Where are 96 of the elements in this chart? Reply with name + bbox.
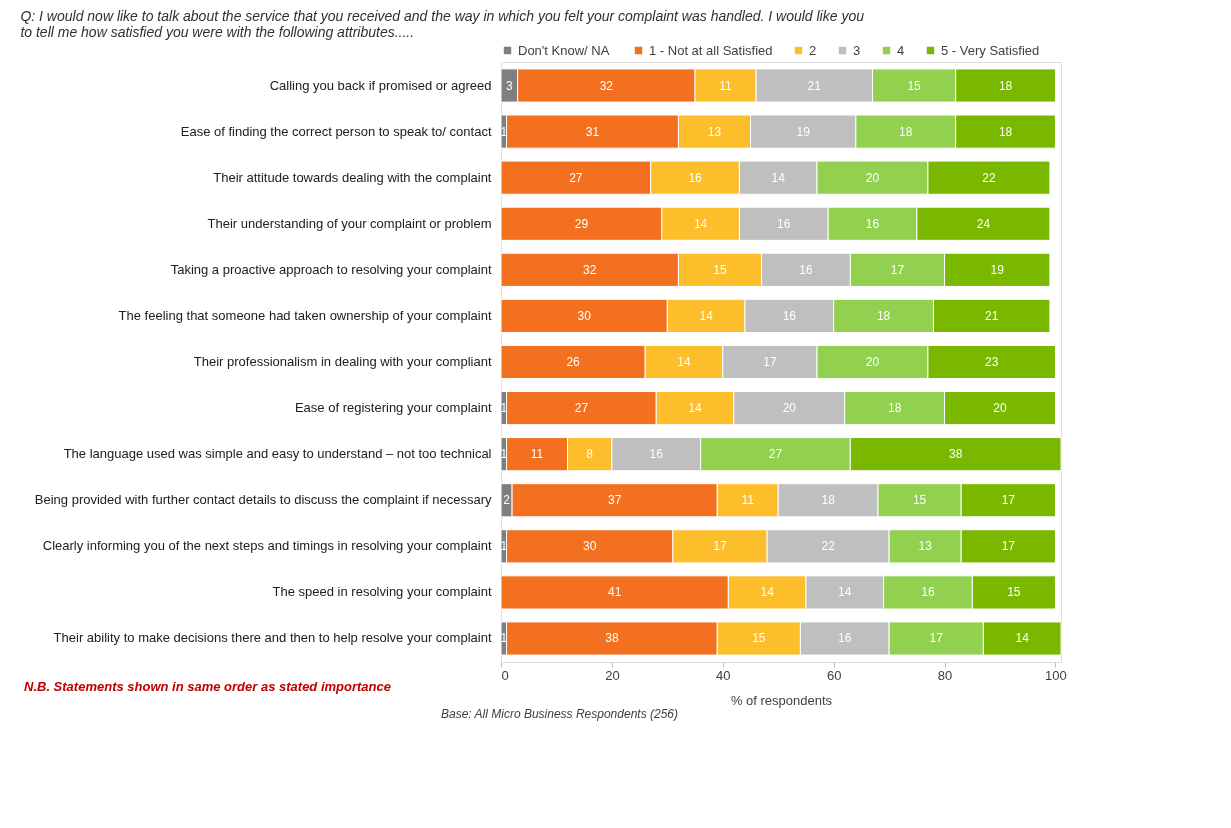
y-tick-label: Taking a proactive approach to resolving your complaint: [170, 261, 492, 277]
data-label: 20: [993, 401, 1007, 416]
data-label: 16: [865, 216, 880, 231]
data-label: 16: [782, 308, 797, 323]
data-label: 8: [586, 447, 594, 462]
data-label: 38: [605, 631, 619, 646]
data-label: 18: [998, 124, 1013, 139]
data-label: 24: [976, 216, 991, 231]
data-label: 16: [777, 216, 791, 231]
data-label: 16: [688, 170, 703, 185]
legend-label: 3: [853, 42, 861, 58]
chart-title: Q: I would now like to talk about the service that you received and the way in which you felt your complaint was handled. I would like you to tell me how satisfied you were with the following attributes.....: [20, 8, 865, 40]
data-label: 32: [583, 262, 597, 277]
x-tick-label: 0: [501, 667, 509, 683]
data-label: 15: [713, 262, 727, 277]
y-tick-label: Their ability to make decisions there and then to help resolve your complaint: [53, 630, 492, 646]
data-label: 18: [887, 401, 902, 416]
data-label: 17: [713, 539, 727, 554]
data-label: 18: [899, 124, 913, 139]
x-tick-label: 60: [826, 667, 842, 683]
data-label: 14: [688, 401, 703, 416]
x-axis-title: % of respondents: [730, 692, 833, 708]
data-label: 14: [771, 170, 786, 185]
legend-label: 5 - Very Satisfied: [941, 42, 1040, 58]
data-label: 2: [503, 493, 511, 508]
y-tick-label: The language used was simple and easy to understand – not too technical: [63, 446, 492, 462]
data-label: 30: [577, 308, 592, 323]
data-label: 32: [599, 78, 614, 93]
data-label: 11: [741, 493, 755, 508]
data-label: 20: [865, 170, 880, 185]
legend-label: Don't Know/ NA: [518, 42, 610, 58]
data-label: 16: [921, 585, 935, 600]
data-label: 27: [574, 401, 589, 416]
data-label: 18: [998, 78, 1013, 93]
data-label: 14: [838, 585, 852, 600]
data-label: 17: [763, 355, 777, 369]
data-label: 13: [707, 124, 722, 139]
data-label: 21: [807, 78, 822, 93]
data-label: 22: [821, 539, 836, 554]
data-label: 15: [907, 78, 922, 93]
data-label: 17: [1001, 539, 1016, 554]
y-tick-label: Being provided with further contact details to discuss the complaint if necessary: [34, 492, 492, 508]
x-tick-label: 40: [716, 667, 731, 683]
y-tick-label: Ease of registering your complaint: [294, 400, 492, 416]
data-label: 17: [890, 262, 905, 277]
data-label: 18: [876, 308, 891, 323]
data-label: 30: [583, 539, 597, 554]
data-label: 41: [607, 585, 622, 600]
data-label: 16: [838, 631, 852, 646]
y-tick-label: Their professionalism in dealing with your compliant: [193, 354, 492, 369]
data-label: 23: [985, 355, 999, 369]
data-label: 37: [607, 493, 622, 508]
data-label: 29: [574, 216, 589, 231]
data-label: 15: [912, 493, 927, 508]
data-label: 18: [821, 493, 836, 508]
data-label: 14: [677, 355, 691, 369]
x-tick-label: 80: [937, 667, 953, 683]
legend-label: 2: [809, 42, 817, 58]
data-label: 14: [760, 585, 775, 600]
data-label: 20: [782, 401, 797, 416]
y-tick-label: Calling you back if promised or agreed: [269, 77, 492, 93]
data-label: 11: [530, 447, 544, 462]
text: N.B. Statements shown in same order as stated importance: [24, 679, 391, 694]
data-label: 14: [699, 308, 714, 323]
x-tick-label: 20: [605, 667, 620, 683]
data-label: 15: [752, 631, 766, 646]
y-tick-label: The feeling that someone had taken ownership of your complaint: [118, 307, 492, 323]
data-label: 22: [982, 170, 996, 185]
data-label: 26: [566, 355, 581, 369]
data-label: 19: [990, 262, 1005, 277]
data-label: 27: [569, 170, 583, 185]
data-label: 27: [768, 447, 783, 462]
legend-label: 4: [897, 42, 905, 58]
text: Base: All Micro Business Respondents (256): [441, 707, 678, 721]
data-label: 3: [505, 78, 513, 93]
data-label: 17: [1001, 493, 1016, 508]
x-tick-label: 100: [1045, 667, 1067, 683]
data-label: 16: [799, 262, 813, 277]
data-label: 14: [1015, 631, 1030, 646]
data-label: 38: [948, 447, 963, 462]
data-label: 15: [1007, 585, 1021, 600]
data-label: 16: [649, 447, 664, 462]
data-label: 31: [585, 124, 600, 139]
y-tick-label: Clearly informing you of the next steps and timings in resolving your complaint: [42, 538, 492, 554]
y-tick-label: Their attitude towards dealing with the complaint: [213, 169, 492, 185]
data-label: 20: [865, 355, 880, 369]
y-tick-label: Their understanding of your complaint or problem: [207, 215, 492, 231]
data-label: 13: [918, 539, 933, 554]
y-tick-label: Ease of finding the correct person to speak to/ contact: [180, 123, 492, 139]
data-label: 14: [693, 216, 708, 231]
data-label: 17: [929, 631, 944, 646]
data-label: 21: [985, 308, 999, 323]
data-label: 19: [796, 124, 811, 139]
y-tick-label: The speed in resolving your complaint: [272, 584, 492, 600]
data-label: 11: [719, 78, 733, 93]
legend-label: 1 - Not at all Satisfied: [649, 42, 773, 58]
